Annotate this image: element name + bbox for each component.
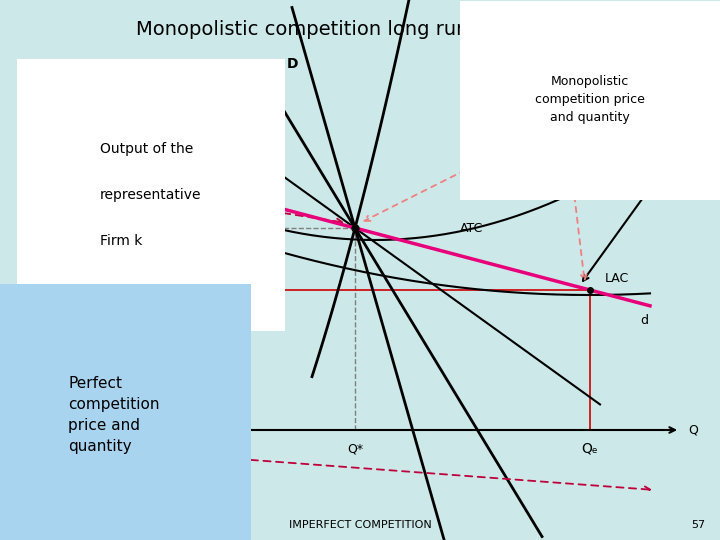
Text: Monopolistic
competition price
and quantity: Monopolistic competition price and quant…: [535, 76, 645, 125]
Text: LAC: LAC: [605, 272, 629, 285]
Text: d: d: [252, 141, 260, 154]
Text: Min LAC: Min LAC: [650, 174, 706, 188]
Text: Monopolistic competition long run equilibrium: Monopolistic competition long run equili…: [135, 20, 585, 39]
Text: d: d: [640, 314, 648, 327]
Text: Pₑ: Pₑ: [213, 283, 227, 297]
Text: D: D: [287, 57, 299, 71]
Text: Q*: Q*: [347, 442, 363, 455]
Text: Perfect
competition
price and
quantity: Perfect competition price and quantity: [68, 376, 160, 454]
Text: Output of the

representative

Firm k: Output of the representative Firm k: [100, 143, 202, 248]
Text: P*: P*: [213, 221, 227, 234]
Text: Qₑ: Qₑ: [582, 442, 598, 456]
Text: ATC: ATC: [460, 222, 483, 235]
Text: MICROECONOMICS 1: MICROECONOMICS 1: [15, 520, 131, 530]
Text: 57: 57: [691, 520, 705, 530]
Text: $/Q: $/Q: [205, 74, 227, 87]
Text: IMPERFECT COMPETITION: IMPERFECT COMPETITION: [289, 520, 431, 530]
Text: Q: Q: [688, 423, 698, 436]
Text: C: C: [240, 347, 248, 357]
